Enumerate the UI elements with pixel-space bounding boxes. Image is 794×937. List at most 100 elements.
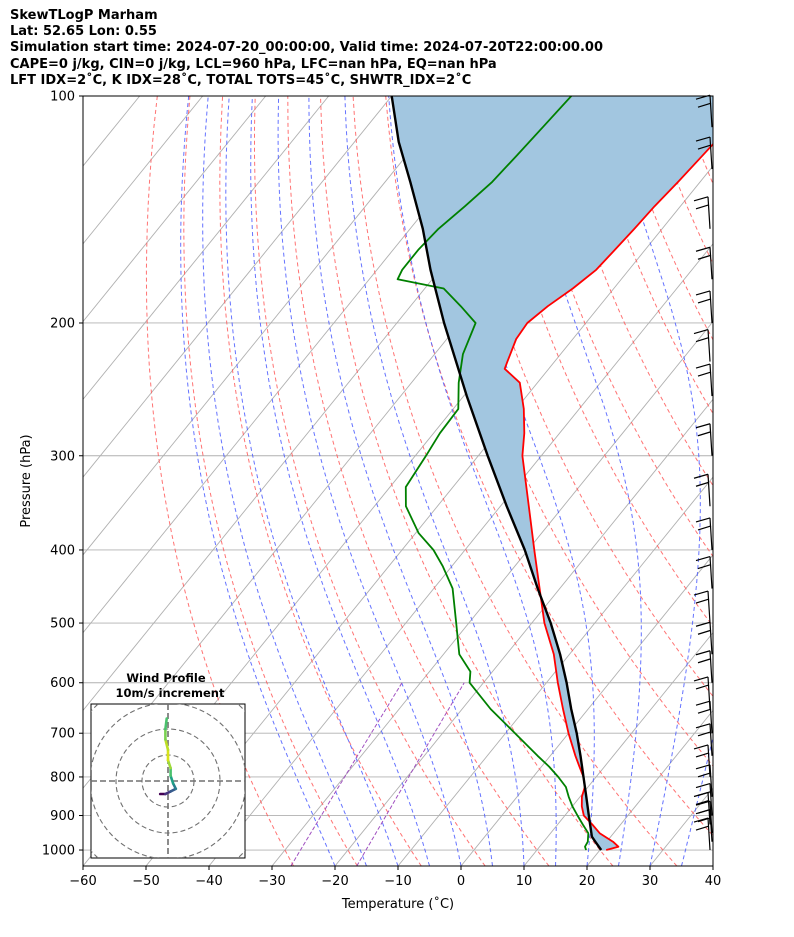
wind-barb-flag [697,772,712,778]
dry-adiabat [254,96,486,866]
dry-adiabat [385,96,713,837]
wind-barb-flag [695,423,711,429]
y-tick-label: 100 [50,90,75,105]
hodograph [91,704,245,858]
parcel-line [390,96,603,851]
wind-barb-flag [695,723,711,729]
wind-barb-flag [695,136,711,142]
wind-barb-flag [697,708,712,714]
isotherm-line [712,865,713,866]
moist-adiabat [712,864,713,866]
inset-subtitle: 10m/s increment [116,686,225,700]
isotherm-line [334,398,713,866]
x-tick-label: −50 [132,874,159,889]
wind-barb-staff [707,329,711,362]
wind-barb-staff [707,591,711,624]
x-axis-label: Temperature (˚C) [341,896,454,912]
x-tick-label: −20 [321,874,348,889]
isotherm-line [776,96,794,866]
wind-barb-staff [709,783,713,816]
wind-barb-flag [697,431,712,437]
wind-barbs [693,94,713,851]
moist-adiabat [513,96,642,866]
wind-barb-staff [707,676,711,709]
dry-adiabat [450,96,713,698]
wind-barb-staff [709,290,713,324]
wind-barb-flag [695,246,711,252]
wind-barb-flag [697,563,712,570]
y-tick-label: 400 [50,543,75,558]
wind-barb-staff [707,196,711,229]
shaded-region [391,96,713,850]
isotherm-line [83,96,519,634]
dry-adiabat [745,96,794,866]
hodograph-trace [164,738,170,752]
dry-adiabat [145,96,294,866]
axis-ticks: −60 −50 −40 −30 −20 −10 0 10 20 30 40 1000 900 800 700… [42,90,721,890]
dry-adiabat [678,96,713,185]
wind-barb-flag [697,629,712,635]
y-tick-label: 200 [50,316,75,331]
wind-barb-staff [707,792,711,825]
y-tick-label: 1000 [42,844,75,859]
wind-barb-staff [709,247,713,280]
y-tick-label: 800 [50,770,75,785]
isotherm-line [271,320,713,866]
dry-adiabat [515,96,713,558]
temperature-line [503,142,713,851]
wind-barb-flag [695,621,711,627]
moist-adiabat [180,96,336,866]
wind-barb-flag [695,764,711,770]
y-tick-label: 600 [50,676,75,691]
isotherm-line [397,476,713,866]
inset-title: Wind Profile [126,671,206,685]
wind-barb-staff [707,817,711,851]
wind-barb-staff [709,556,713,589]
wind-barb-flag [695,555,711,562]
wind-barb-flag [695,799,710,806]
title-line-1: SkewTLogP Marham [10,8,158,23]
hodograph-trace [169,774,175,785]
moist-adiabat [344,96,525,866]
wind-barb-flag [697,102,712,108]
isotherm-line [649,787,713,866]
wind-barb-staff [709,801,713,834]
wind-barb-staff [709,423,713,456]
moist-adiabat [308,96,493,866]
moist-adiabat [250,96,430,866]
wind-barb-staff [709,723,713,756]
moist-adiabat [277,96,462,866]
wind-barb-flag [697,658,712,664]
isotherm-line [83,96,393,478]
x-tick-label: 30 [642,874,659,889]
dewpoint-line [396,96,590,851]
wind-barb-flag [697,298,712,304]
wind-barb-flag [693,328,709,335]
wind-barb-flag [695,204,710,210]
wind-barb-flag [693,744,709,750]
wind-profile-inset: Wind Profile 10m/s increment [90,671,246,859]
wind-barb-flag [695,336,710,343]
wind-barb-flag [697,525,712,531]
wind-barb-staff [709,622,713,655]
wind-barb-staff [707,474,711,507]
mixing-ratio-line [356,682,465,866]
dry-adiabat [287,96,550,866]
wind-barb-staff [709,764,713,797]
wind-barb-staff [709,650,713,683]
wind-barb-flag [695,481,710,487]
location-line: Lat: 52.65 Lon: 0.55 [10,24,157,39]
dry-adiabat [219,96,422,866]
wind-barb-staff [707,744,711,777]
wind-barb-flag [695,517,711,523]
moist-adiabat [225,96,399,866]
y-tick-label: 900 [50,809,75,824]
y-axis-label: Pressure (hPa) [19,434,34,527]
wind-barb-flag [693,817,709,823]
wind-barb-flag [695,700,711,706]
wind-barb-flag [695,363,711,369]
wind-barb-flag [697,144,712,150]
wind-barb-flag [693,676,709,682]
wind-barb-flag [693,590,709,596]
x-tick-label: −40 [195,874,222,889]
